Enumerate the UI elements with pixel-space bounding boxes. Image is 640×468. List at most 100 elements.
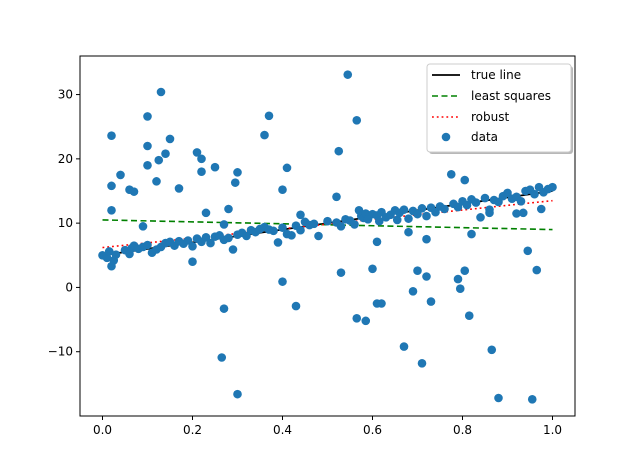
data-point [512, 209, 521, 218]
data-point [183, 236, 193, 245]
data-point [224, 204, 233, 214]
data-point [350, 220, 359, 229]
data-point [264, 111, 274, 121]
data-point [296, 210, 305, 220]
y-tick-label: −10 [48, 345, 73, 359]
legend-label: least squares [471, 89, 551, 103]
x-tick-label: 0.6 [363, 423, 382, 437]
data-point [188, 257, 197, 267]
data-point [228, 245, 238, 254]
data-point [462, 200, 472, 210]
data-point [107, 205, 116, 215]
data-point [460, 266, 470, 276]
data-point [494, 393, 503, 403]
data-point [161, 149, 170, 159]
data-point [422, 272, 431, 281]
data-point [111, 250, 121, 259]
legend-label: true line [471, 68, 521, 82]
data-point [413, 266, 422, 276]
data-point [404, 227, 413, 237]
data-point [408, 286, 418, 296]
y-tick-label: 30 [58, 88, 73, 102]
data-point [476, 213, 485, 222]
data-point [143, 141, 152, 151]
data-point [201, 208, 211, 218]
x-tick-label: 0.8 [453, 423, 472, 437]
data-point [361, 316, 371, 326]
legend-label: data [471, 130, 498, 144]
data-point [143, 240, 152, 250]
data-point [309, 219, 319, 229]
data-point [399, 342, 409, 351]
data-point [269, 226, 278, 236]
data-point [156, 87, 166, 97]
data-point [374, 216, 384, 226]
data-point [210, 162, 220, 172]
data-point [282, 163, 292, 173]
data-point [392, 215, 402, 225]
data-point [464, 311, 474, 321]
x-tick-label: 0.2 [183, 423, 202, 437]
axes: 0.0 0.2 0.4 0.6 0.8 1.0 −10 0 10 20 30 [48, 55, 576, 437]
data-point [399, 205, 409, 214]
data-point [518, 208, 528, 218]
data-point [352, 115, 362, 125]
data-point [233, 168, 242, 177]
data-point [278, 277, 287, 286]
data-point [278, 223, 287, 232]
data-point [404, 214, 413, 223]
data-point [233, 389, 242, 399]
data-point [336, 222, 346, 231]
data-point [116, 170, 125, 180]
data-point [224, 233, 233, 243]
data-point [219, 220, 229, 229]
data-point [174, 184, 184, 193]
data-point [426, 297, 436, 306]
axes-frame [79, 55, 576, 417]
data-point [104, 247, 114, 256]
data-point [523, 246, 533, 256]
data-point [143, 160, 152, 170]
data-point [230, 178, 240, 187]
data-point [455, 284, 465, 294]
plot-area [98, 70, 557, 404]
x-tick-label: 0.4 [273, 423, 292, 437]
data-point [417, 358, 427, 368]
data-point [494, 197, 503, 207]
data-point [154, 155, 164, 165]
y-tick-label: 0 [65, 280, 73, 294]
data-point [352, 313, 362, 323]
legend: true line least squares robust data [426, 63, 573, 154]
data-point [260, 130, 269, 140]
line-least-squares [102, 219, 553, 231]
data-point [152, 177, 161, 186]
x-tick-label: 1.0 [543, 423, 562, 437]
data-point [453, 274, 463, 284]
data-point [417, 204, 427, 213]
data-point [242, 231, 251, 241]
data-point [278, 185, 287, 195]
y-tick-label: 20 [58, 152, 73, 166]
legend-label: robust [471, 110, 509, 124]
data-point [343, 70, 353, 79]
y-tick-label: 10 [58, 216, 73, 230]
data-point [197, 154, 206, 164]
data-point [516, 196, 526, 206]
data-point [336, 268, 346, 277]
data-point [165, 134, 175, 144]
data-point [413, 209, 422, 219]
data-point [273, 238, 283, 247]
data-point [453, 202, 463, 212]
data-point [129, 187, 139, 196]
data-point [485, 208, 494, 218]
data-point [217, 353, 227, 362]
data-point [219, 304, 229, 313]
data-point [527, 394, 537, 404]
data-point [323, 216, 332, 226]
legend-box [426, 63, 572, 153]
data-point [107, 181, 116, 191]
data-point [487, 345, 497, 355]
data-point [201, 232, 211, 242]
data-point [138, 222, 148, 231]
data-point [532, 265, 542, 275]
